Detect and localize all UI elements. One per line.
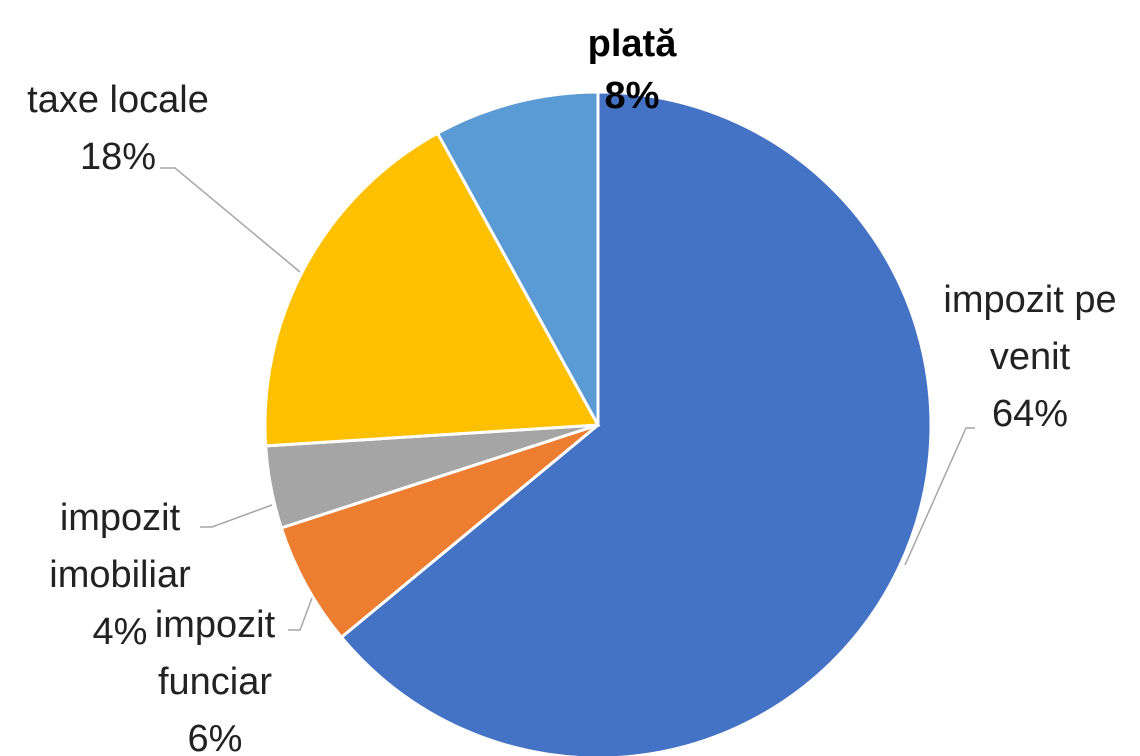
value-label: 4% (92, 611, 148, 653)
data-label: plată 8% (562, 18, 702, 122)
pie-slice (263, 131, 601, 448)
category-label: plată (587, 23, 677, 65)
data-label: taxe locale 18% (0, 72, 236, 186)
pie-slice (279, 423, 599, 640)
category-label: impozit imobiliar (49, 497, 191, 596)
pie-slice (339, 90, 933, 756)
category-label: impozit funciar (154, 604, 276, 703)
value-label: 8% (604, 75, 660, 117)
category-label: taxe locale (27, 79, 209, 121)
leader-line (288, 597, 313, 631)
value-label: 6% (187, 718, 243, 756)
leader-line (160, 167, 301, 273)
leader-line (200, 504, 273, 528)
data-label: impozit pe venit 64% (920, 272, 1140, 443)
data-label: impozit funciar 6% (135, 597, 295, 756)
value-label: 18% (79, 136, 157, 178)
pie-slice (435, 90, 600, 426)
value-label: 64% (991, 393, 1069, 435)
data-label: impozit imobiliar 4% (20, 490, 220, 661)
leader-line (904, 427, 975, 566)
category-label: impozit pe venit (943, 279, 1117, 378)
